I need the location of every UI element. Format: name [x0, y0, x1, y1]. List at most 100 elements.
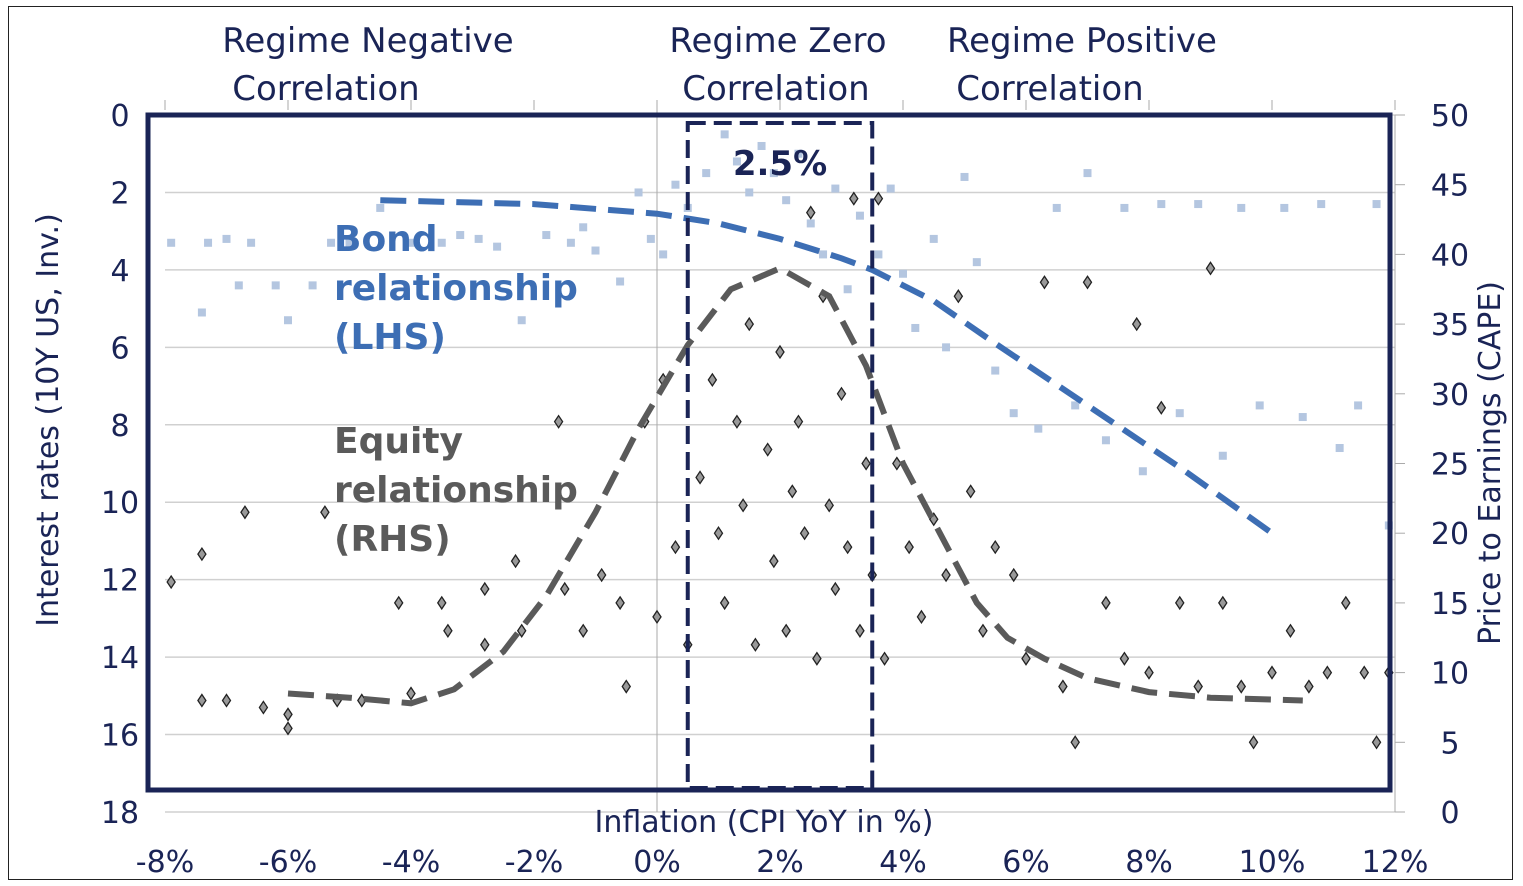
bond-point: [1034, 424, 1043, 433]
bond-point: [271, 281, 280, 290]
y-right-tick-label: 35: [1431, 308, 1469, 343]
equity-point: [559, 581, 570, 597]
equity-point: [1082, 275, 1093, 290]
bond-point: [960, 172, 969, 181]
equity-point: [1058, 679, 1068, 694]
equity-point: [750, 637, 761, 652]
bond-point: [542, 231, 551, 240]
equity-point: [621, 679, 632, 694]
bond-point: [437, 238, 446, 247]
equity-point: [990, 539, 1001, 555]
bond-point: [579, 223, 588, 232]
y-right-tick-label: 45: [1431, 169, 1469, 204]
x-tick-label: 4%: [879, 845, 927, 880]
equity-point: [516, 623, 527, 638]
equity-point: [1248, 735, 1259, 750]
equity-point: [953, 289, 964, 304]
y-left-tick-label: 8: [110, 409, 129, 444]
bond-point: [757, 141, 766, 150]
y-left-tick-label: 4: [110, 254, 129, 289]
equity-point: [775, 344, 785, 360]
equity-point: [769, 553, 779, 569]
equity-point: [1144, 665, 1154, 680]
bond-point: [782, 196, 791, 205]
bond-point: [702, 169, 711, 178]
bond-point: [234, 281, 243, 290]
bond-point: [899, 269, 907, 278]
equity-point: [978, 623, 988, 638]
bond-point: [1280, 203, 1289, 212]
equity-point: [824, 498, 834, 513]
bond-label-line3: (LHS): [334, 317, 446, 358]
bond-point: [1354, 401, 1363, 410]
equity-point: [166, 574, 176, 590]
bond-point: [1335, 444, 1344, 453]
bond-point: [493, 242, 502, 251]
regime-negative-line1: Regime Negative: [222, 21, 513, 61]
y-right-tick-label: 5: [1440, 726, 1459, 761]
equity-point: [1156, 400, 1167, 415]
equity-point: [1304, 679, 1314, 694]
bond-point: [769, 169, 778, 178]
equity-point: [1267, 665, 1277, 680]
bond-point: [327, 238, 336, 247]
equity-point: [892, 456, 902, 471]
equity-point: [1131, 316, 1142, 332]
y-right-axis-label: Price to Earnings (CAPE): [1473, 281, 1508, 645]
y-right-tick-label: 20: [1431, 517, 1469, 552]
equity-point: [732, 414, 742, 429]
bond-point: [794, 149, 803, 158]
equity-point: [1285, 623, 1296, 638]
equity-point: [707, 372, 718, 388]
equity-point: [553, 414, 564, 429]
x-tick-label: 6%: [1002, 845, 1050, 880]
equity-point: [713, 526, 724, 541]
bond-point: [819, 250, 828, 259]
zero-regime-box: [685, 121, 875, 790]
equity-point: [1193, 679, 1203, 694]
equity-point: [1119, 651, 1130, 666]
bond-point: [1071, 401, 1080, 410]
bond-point: [942, 343, 951, 352]
equity-point: [283, 707, 293, 722]
equity-point: [879, 651, 890, 666]
chart-frame: [8, 6, 1513, 880]
equity-point: [283, 721, 293, 736]
y-right-tick-label: 50: [1431, 99, 1469, 134]
bond-point: [972, 258, 981, 267]
bond-point: [929, 234, 938, 243]
equity-point: [1341, 595, 1351, 611]
equity-point: [578, 623, 588, 638]
bond-point: [855, 211, 864, 220]
x-tick-label: -4%: [382, 845, 440, 880]
regime-positive-line2: Correlation: [956, 69, 1143, 109]
bond-label-line2: relationship: [334, 268, 578, 309]
equity-point: [1021, 651, 1031, 666]
equity-point: [615, 595, 625, 611]
y-left-tick-label: 6: [110, 331, 129, 366]
equity-point: [393, 595, 404, 611]
bond-point: [806, 219, 815, 228]
equity-point: [861, 456, 871, 471]
y-left-tick-label: 2: [110, 176, 129, 211]
equity-point: [805, 205, 816, 220]
equity-point: [965, 484, 976, 499]
equity-point: [787, 484, 798, 499]
bond-point: [247, 238, 256, 247]
bond-trendline: [380, 197, 1274, 536]
bond-point: [167, 238, 176, 247]
bond-point: [616, 277, 625, 286]
equity-point: [1039, 275, 1050, 290]
bond-point: [222, 234, 231, 243]
bond-point: [1194, 200, 1203, 209]
equity-point: [443, 623, 453, 638]
y-right-tick-label: 0: [1440, 796, 1459, 831]
equity-point: [1205, 261, 1216, 276]
equity-point: [221, 693, 232, 708]
bond-point: [843, 285, 852, 294]
equity-point: [842, 539, 853, 555]
equity-point: [855, 623, 865, 638]
equity-point: [1070, 735, 1080, 750]
equity-point: [762, 442, 773, 457]
